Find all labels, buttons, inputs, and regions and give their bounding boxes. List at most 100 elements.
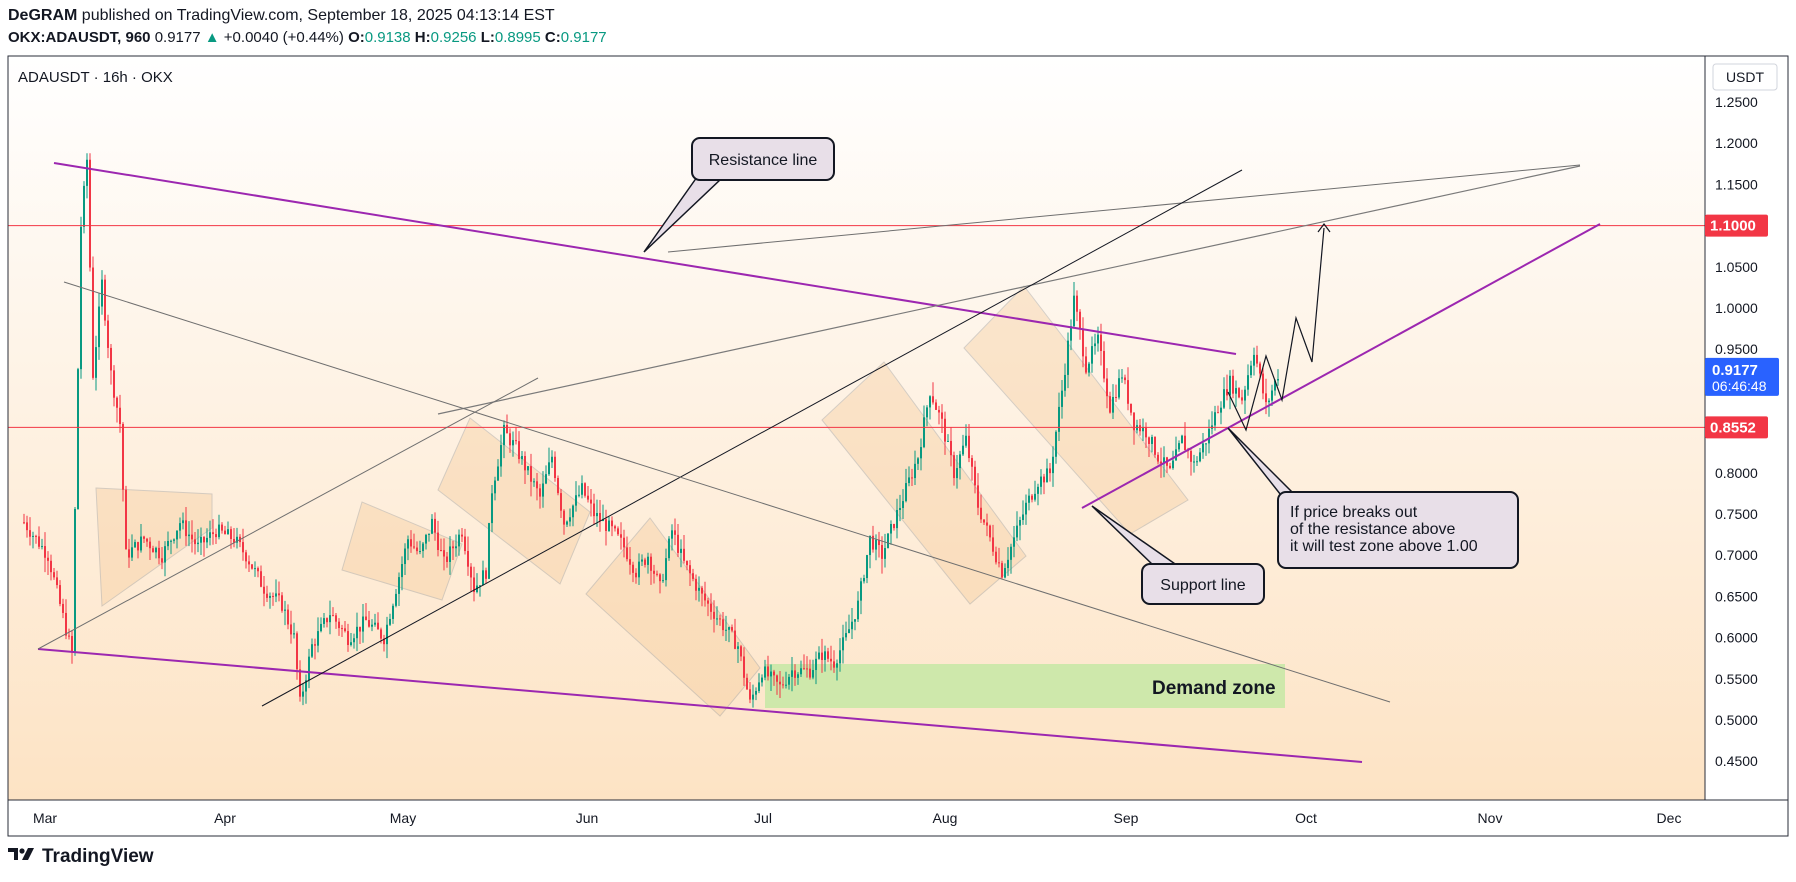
mid-trend-line[interactable] [437, 165, 1581, 415]
candle-body [593, 503, 595, 517]
candle-body [257, 568, 259, 572]
candle-body [950, 440, 952, 456]
candle-body [926, 407, 928, 418]
candle-body [1013, 537, 1015, 547]
author-name[interactable]: DeGRAM [8, 7, 78, 24]
consolidation-box[interactable] [821, 361, 1027, 605]
currency-badge[interactable] [1712, 63, 1778, 91]
candle-body [368, 620, 370, 627]
candle-body [611, 520, 613, 527]
candle-body [1220, 407, 1222, 413]
support-line[interactable] [1081, 223, 1601, 509]
candle-body [176, 530, 178, 540]
fan-line[interactable] [37, 377, 539, 650]
candle-body [872, 535, 874, 550]
candle-body [647, 556, 649, 565]
candle-body [1205, 443, 1207, 445]
candle-body [1160, 461, 1162, 464]
breakout-note-text: If price breaks out [1290, 504, 1418, 521]
candle-body [1088, 363, 1090, 373]
candle-body [503, 424, 505, 446]
black-trend-line[interactable] [261, 169, 1243, 707]
candle-body [587, 495, 589, 500]
candle-body [929, 396, 931, 408]
candle-body [983, 519, 985, 523]
resistance-line[interactable] [53, 162, 1237, 355]
candle-body [32, 535, 34, 537]
candle-body [62, 603, 64, 613]
projection-path[interactable] [1227, 227, 1325, 432]
candle-body [1271, 390, 1273, 401]
candle-body [692, 573, 694, 579]
footer-brand[interactable]: TradingView [8, 846, 154, 868]
candle-body [446, 556, 448, 562]
x-tick-label: Sep [1114, 810, 1139, 826]
candle-body [956, 468, 958, 479]
resistance-callout-box[interactable] [691, 137, 835, 181]
candle-body [1259, 363, 1261, 374]
support-callout-box[interactable] [1141, 563, 1265, 605]
candle-body [1109, 396, 1111, 413]
candle-body [1148, 437, 1150, 444]
candle-body [86, 159, 88, 186]
candle-body [668, 538, 670, 559]
candle-body [152, 548, 154, 553]
x-tick-label: Nov [1478, 810, 1503, 826]
candle-body [341, 628, 343, 630]
candle-body [686, 560, 688, 566]
candle-body [95, 347, 97, 378]
candle-body [47, 557, 49, 561]
candle-body [122, 424, 124, 490]
consolidation-box[interactable] [437, 417, 591, 585]
candle-body [1169, 465, 1171, 469]
candle-body [140, 536, 142, 551]
candle-body [986, 522, 988, 526]
upper-trend-line[interactable] [667, 164, 1581, 253]
x-tick-label: Mar [33, 810, 57, 826]
candle-body [1133, 412, 1135, 431]
demand-zone[interactable] [765, 664, 1285, 708]
candle-body [1202, 443, 1204, 453]
chart-frame [7, 55, 1789, 837]
candle-body [713, 611, 715, 619]
candle-body [155, 547, 157, 553]
candle-body [287, 609, 289, 625]
candle-body [1199, 452, 1201, 462]
consolidation-box[interactable] [963, 285, 1189, 535]
consolidation-box[interactable] [341, 501, 463, 601]
candle-body [1064, 374, 1066, 391]
candle-body [350, 642, 352, 646]
candle-body [68, 635, 70, 637]
candle-body [248, 561, 250, 565]
candle-body [683, 548, 685, 561]
time-axis-panel[interactable] [8, 800, 1705, 836]
candle-body [236, 536, 238, 543]
candle-body [359, 626, 361, 632]
candle-body [233, 538, 235, 543]
candle-body [407, 539, 409, 549]
candle-body [302, 691, 304, 697]
candle-body [386, 624, 388, 645]
candle-body [743, 656, 745, 678]
candle-body [830, 658, 832, 662]
candle-body [329, 615, 331, 623]
breakout-note-box[interactable] [1277, 491, 1519, 569]
candle-body [149, 541, 151, 549]
candle-body [101, 279, 103, 307]
y-tick-label: 1.0000 [1715, 300, 1758, 316]
candle-body [1175, 449, 1177, 461]
candle-body [527, 466, 529, 471]
symbol-label: OKX:ADAUSDT, 960 [8, 29, 151, 46]
candle-body [818, 652, 820, 659]
candle-body [524, 456, 526, 471]
descending-line[interactable] [63, 281, 1391, 703]
candle-body [89, 159, 91, 268]
candle-body [653, 570, 655, 574]
candle-body [143, 536, 145, 539]
lower-channel-line[interactable] [37, 648, 1363, 763]
candle-body [272, 595, 274, 597]
candle-body [602, 519, 604, 522]
candle-body [23, 522, 25, 524]
level-badge [1705, 416, 1768, 439]
